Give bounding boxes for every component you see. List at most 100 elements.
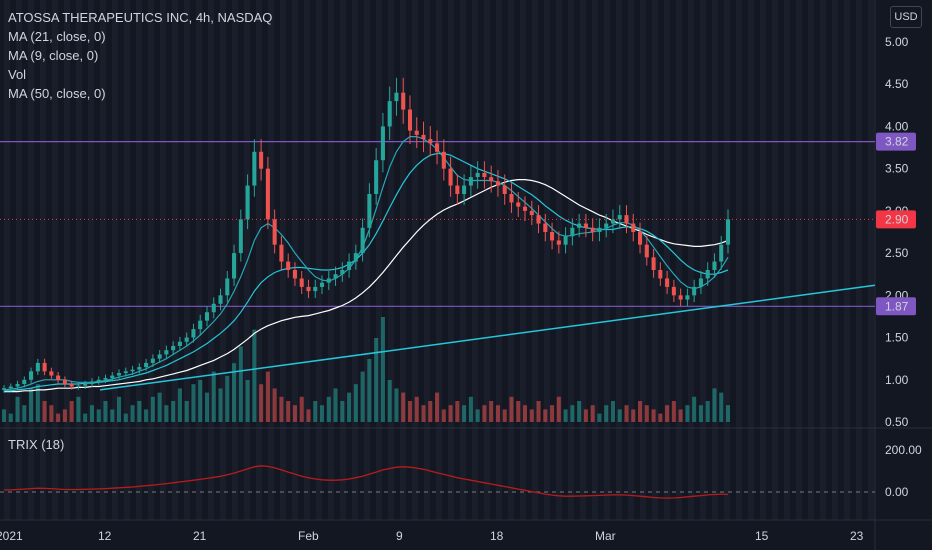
candle-body (164, 350, 169, 355)
vol-legend[interactable]: Vol (8, 67, 27, 82)
trix-tick-label: 0.00 (885, 485, 909, 499)
volume-bar (238, 346, 243, 422)
candle-body (198, 320, 203, 330)
volume-bar (144, 409, 149, 422)
time-tick-label: Mar (595, 529, 616, 543)
ma9-legend[interactable]: MA (9, close, 0) (8, 48, 99, 63)
volume-bar (678, 409, 683, 422)
grid-stripe (448, 0, 454, 520)
trend-line-segment (99, 284, 876, 391)
time-axis[interactable]: 2021 12 21 Feb 9 18 Mar 15 23 (0, 529, 864, 543)
candle-body (556, 240, 561, 245)
ma21-legend[interactable]: MA (21, close, 0) (8, 29, 106, 44)
volume-bar (286, 401, 291, 422)
grid-stripe (40, 0, 46, 520)
volume-bar (123, 413, 128, 422)
volume-bar (516, 401, 521, 422)
price-tick-label: 4.50 (885, 77, 909, 91)
candle-body (340, 270, 345, 275)
last-price-badge (876, 210, 916, 229)
volume-bar (218, 388, 223, 422)
price-axis[interactable]: 5.004.504.003.503.002.502.001.501.000.50 (885, 35, 909, 429)
price-tick-label: 1.00 (885, 373, 909, 387)
volume-bar (164, 405, 169, 422)
grid-stripe (760, 0, 766, 520)
candle-body (428, 139, 433, 144)
candle-body (394, 92, 399, 102)
volume-bar (462, 405, 467, 422)
volume-bar (306, 409, 311, 422)
volume-bar (624, 405, 629, 422)
volume-bar (529, 409, 534, 422)
currency-button[interactable]: USD (890, 6, 922, 28)
grid-stripe (484, 0, 490, 520)
time-tick-label: 15 (755, 529, 769, 543)
candle-body (617, 215, 622, 220)
grid-stripe (832, 0, 838, 520)
volume-bar (482, 405, 487, 422)
candle-body (150, 358, 155, 363)
hline-price-badge-label: 3.82 (885, 135, 909, 149)
candle-body (29, 371, 34, 380)
volume-bar (556, 396, 561, 422)
candle-body (123, 371, 128, 374)
trix-pane (0, 465, 875, 499)
volume-bar (177, 388, 182, 422)
candle-body (522, 206, 528, 211)
volume-bar (550, 405, 555, 422)
candle-body (367, 194, 372, 228)
candle-body (563, 236, 568, 245)
grid-stripe (736, 0, 742, 520)
trix-tick-label: 200.00 (885, 443, 922, 457)
candle-body (712, 261, 717, 270)
grid-stripe (460, 0, 466, 520)
candle-body (414, 130, 419, 135)
grid-stripe (844, 0, 850, 520)
grid-stripe (52, 0, 58, 520)
hline-price-badge (876, 132, 916, 151)
volume-bar (583, 409, 588, 422)
candle-body (678, 295, 683, 300)
grid-stripe (292, 0, 298, 520)
axis-price-badges: 3.82 1.87 2.90 (876, 132, 916, 316)
candle-body (610, 219, 616, 224)
trend-line[interactable] (99, 284, 876, 391)
grid-stripe (568, 0, 574, 520)
ma9-line (3, 136, 729, 391)
candle-body (204, 312, 210, 321)
grid-stripe (400, 0, 406, 520)
volume-bar (387, 380, 392, 422)
candle-body (191, 329, 196, 338)
price-tick-label: 4.00 (885, 119, 909, 133)
grid-stripe (376, 0, 382, 520)
candle-body (590, 227, 595, 232)
volume-bar (279, 396, 284, 422)
time-tick-label: 2021 (0, 529, 23, 543)
candle-body (685, 295, 690, 300)
grid-stripe (640, 0, 646, 520)
volume-bar (232, 363, 237, 422)
grid-stripe (268, 0, 274, 520)
candle-body (665, 278, 670, 287)
candle-body (705, 270, 710, 279)
candle-body (462, 185, 467, 194)
trix-legend[interactable]: TRIX (18) (8, 437, 65, 452)
candle-body (604, 223, 609, 228)
symbol-title[interactable]: ATOSSA THERAPEUTICS INC, 4h, NASDAQ (8, 10, 273, 25)
volume-bar (42, 401, 47, 422)
grid-stripe (580, 0, 586, 520)
grid-stripe (748, 0, 754, 520)
trix-axis[interactable]: 200.00 0.00 (885, 443, 922, 499)
candle-body (502, 185, 507, 194)
volume-bar (69, 401, 74, 422)
volume-bar (698, 405, 703, 422)
chart-legend: ATOSSA THERAPEUTICS INC, 4h, NASDAQ MA (… (8, 8, 272, 103)
ma50-legend[interactable]: MA (50, close, 0) (8, 86, 106, 101)
volume-bar (211, 371, 216, 422)
time-tick-label: 21 (193, 529, 207, 543)
candle-body (577, 223, 582, 228)
volume-bar (428, 401, 433, 422)
grid-stripe (148, 0, 154, 520)
volume-bar (89, 405, 94, 422)
